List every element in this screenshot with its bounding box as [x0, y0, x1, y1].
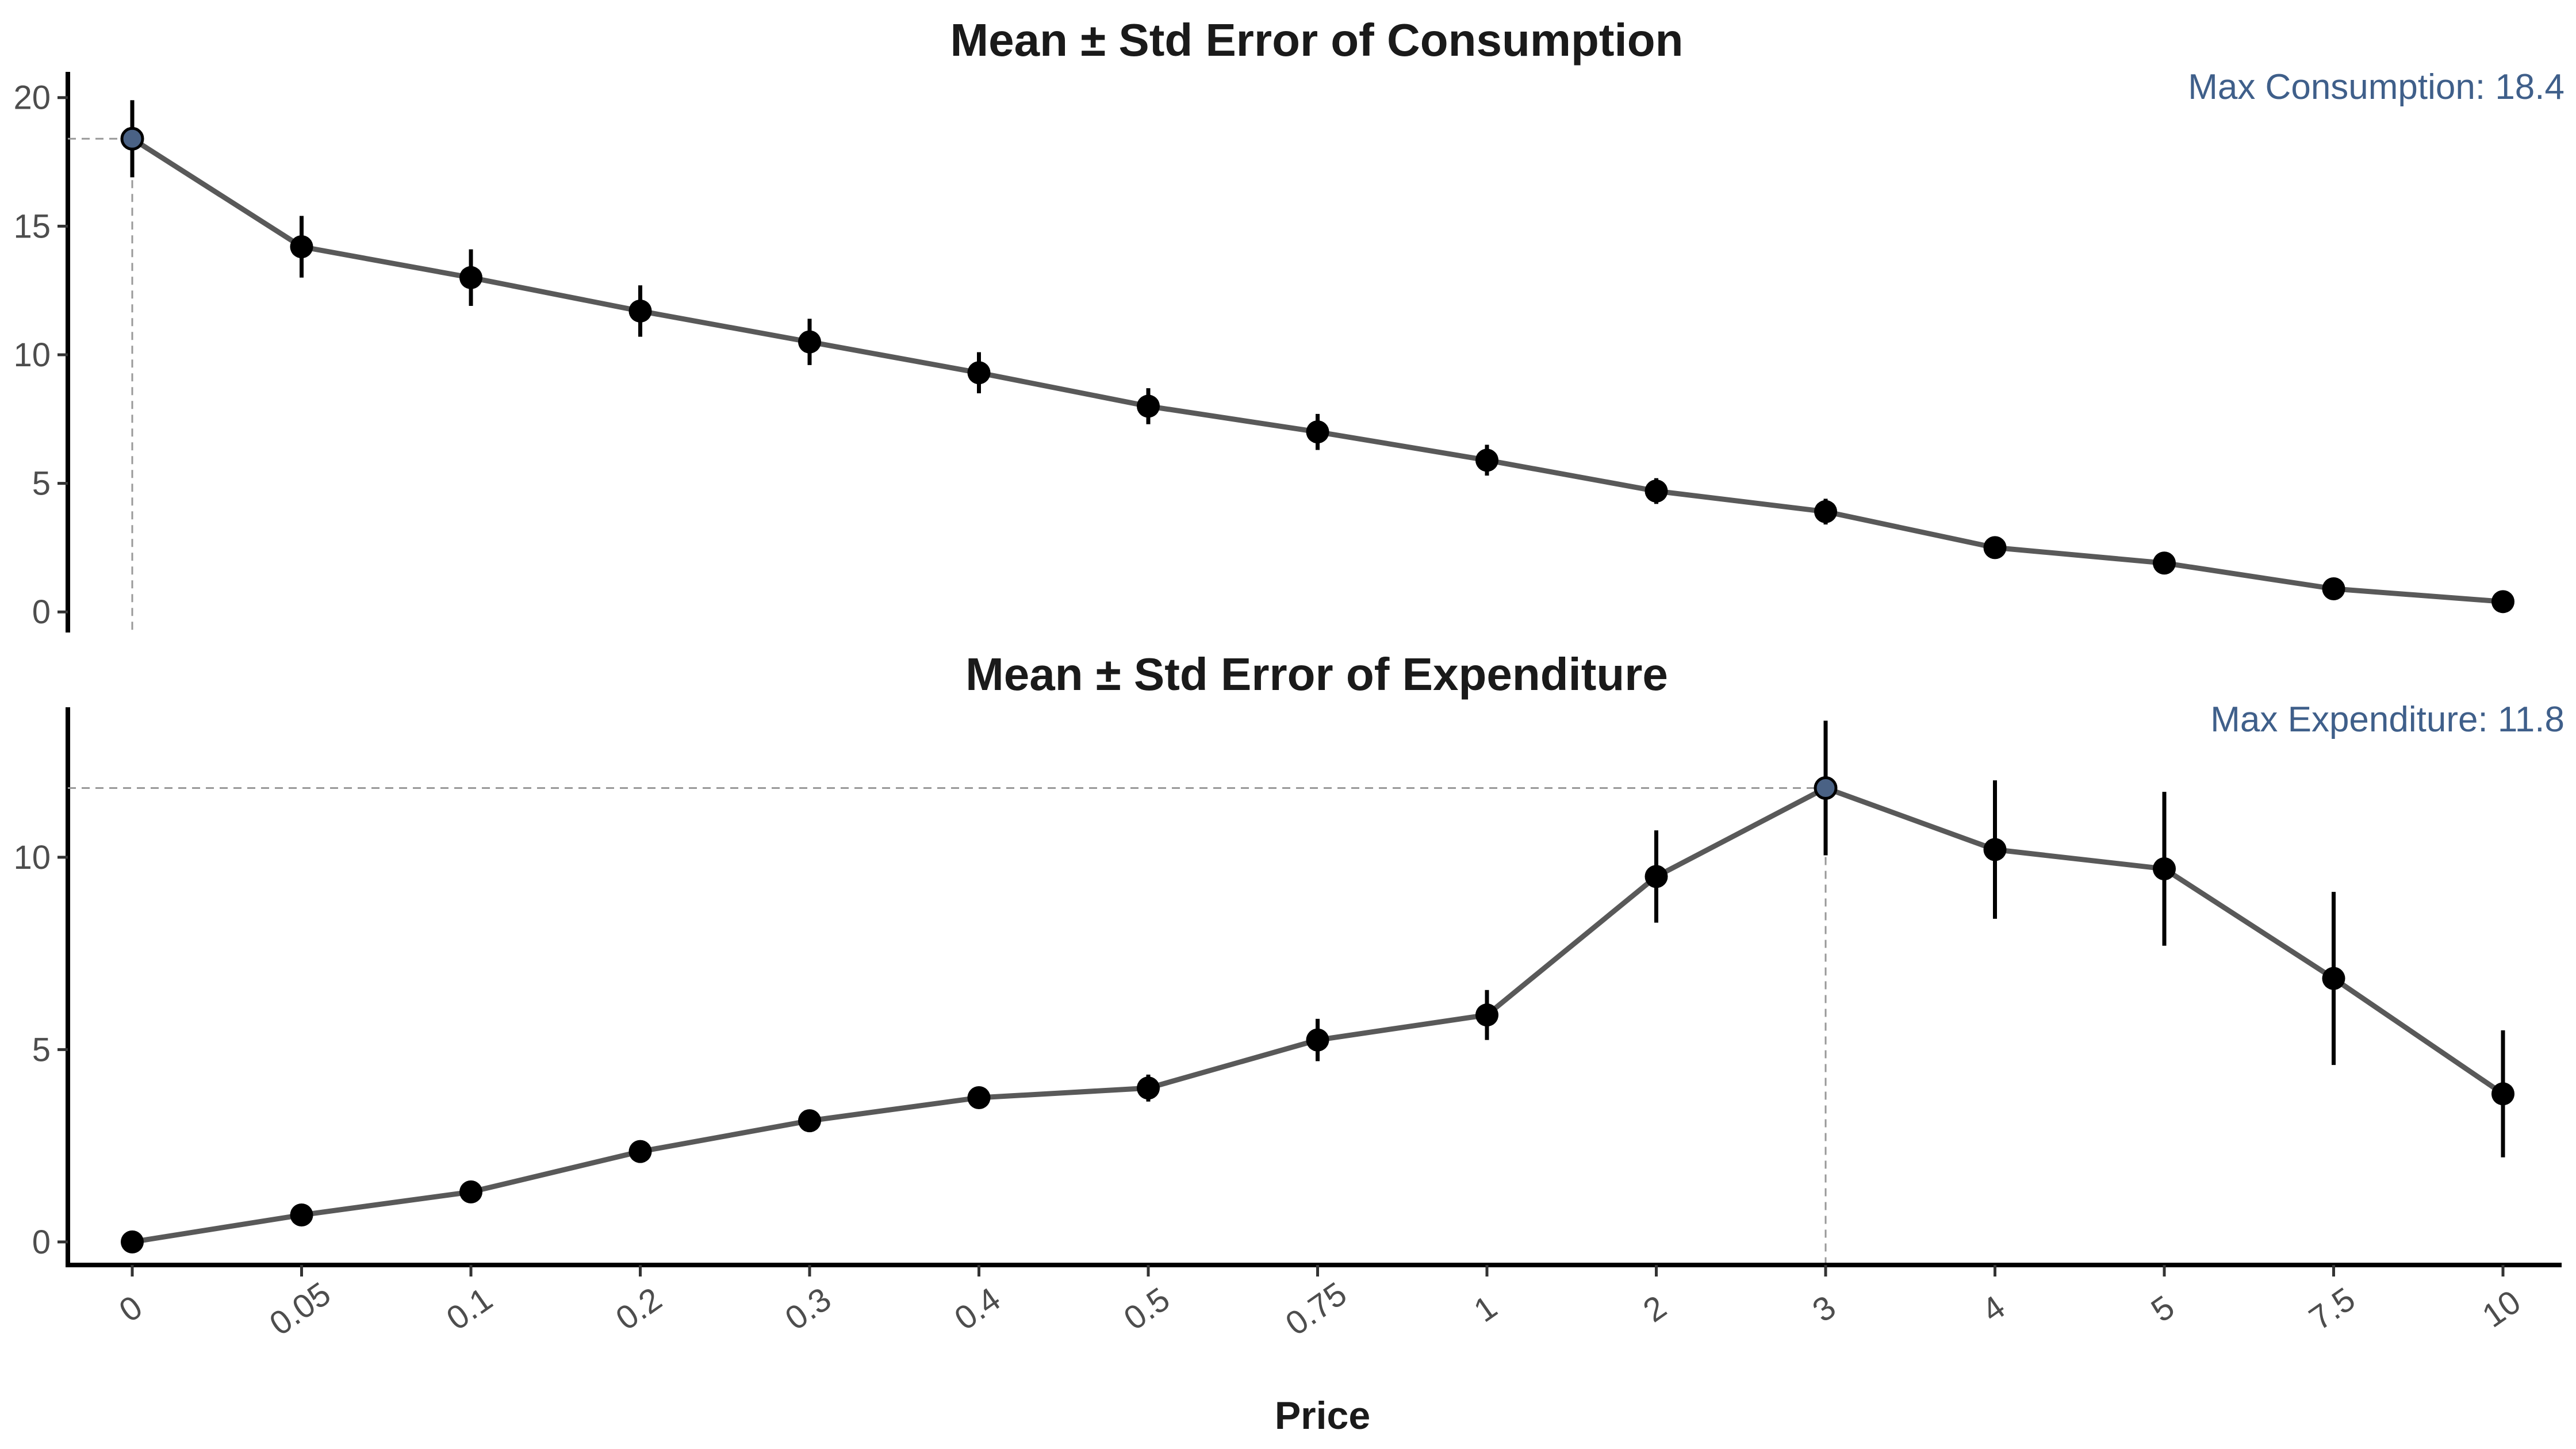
consumption-y-tick-label: 15 — [13, 208, 51, 245]
expenditure-y-tick-label: 0 — [32, 1224, 51, 1261]
consumption-panel-title: Mean ± Std Error of Consumption — [950, 14, 1684, 66]
consumption-y-tick-label: 10 — [13, 336, 51, 374]
consumption-data-point — [967, 361, 991, 385]
expenditure-data-point — [798, 1109, 821, 1133]
expenditure-data-point — [121, 1230, 144, 1254]
expenditure-panel-title: Mean ± Std Error of Expenditure — [965, 649, 1668, 700]
consumption-data-point — [2322, 577, 2345, 600]
expenditure-y-tick-label: 10 — [13, 839, 51, 876]
x-tick-label: 0.05 — [263, 1275, 338, 1343]
expenditure-data-point — [459, 1180, 482, 1203]
consumption-data-point — [628, 299, 652, 323]
expenditure-data-point — [2153, 857, 2176, 880]
x-tick-label: 0.2 — [609, 1281, 668, 1337]
x-axis-title: Price — [1275, 1394, 1370, 1438]
x-tick-label: 10 — [2475, 1283, 2527, 1335]
consumption-data-point — [2491, 590, 2514, 614]
consumption-data-point — [1814, 500, 1837, 523]
x-tick-label: 4 — [1975, 1288, 2012, 1329]
expenditure-data-point — [1306, 1028, 1329, 1052]
consumption-data-point — [1983, 536, 2007, 559]
consumption-data-point — [1644, 480, 1668, 503]
expenditure-data-point — [1644, 865, 1668, 888]
x-tick-label: 0.3 — [779, 1281, 838, 1337]
expenditure-data-point — [1137, 1076, 1160, 1100]
x-tick-label: 5 — [2145, 1288, 2182, 1329]
x-tick-label: 0.1 — [440, 1281, 499, 1337]
consumption-data-point — [459, 266, 482, 289]
consumption-y-tick-label: 20 — [13, 79, 51, 117]
consumption-data-point — [1306, 420, 1329, 444]
consumption-data-point — [1137, 394, 1160, 418]
x-tick-label: 0 — [113, 1288, 150, 1329]
expenditure-max-point — [1814, 776, 1838, 800]
x-tick-label: 7.5 — [2302, 1281, 2362, 1337]
x-tick-label: 1 — [1467, 1288, 1504, 1329]
consumption-series-line — [131, 136, 2504, 604]
expenditure-data-point — [1475, 1003, 1498, 1027]
expenditure-data-point — [2491, 1082, 2514, 1106]
x-tick-label: 0.5 — [1117, 1281, 1176, 1337]
expenditure-data-point — [2322, 967, 2345, 990]
consumption-panel: Mean ± Std Error of Consumption Max Cons… — [13, 14, 2564, 632]
consumption-data-point — [2153, 551, 2176, 575]
x-tick-label: 2 — [1636, 1288, 1673, 1329]
expenditure-series-line — [132, 785, 2505, 1245]
consumption-data-point — [1475, 448, 1498, 472]
consumption-data-point — [798, 330, 821, 354]
consumption-data-point — [290, 235, 313, 259]
expenditure-data-point — [290, 1203, 313, 1227]
max-consumption-annotation: Max Consumption: 18.4 — [2188, 67, 2564, 107]
expenditure-y-tick-label: 5 — [32, 1031, 51, 1068]
max-expenditure-annotation: Max Expenditure: 11.8 — [2210, 700, 2564, 739]
consumption-y-tick-label: 0 — [32, 593, 51, 631]
expenditure-data-point — [628, 1140, 652, 1163]
x-tick-label: 0.75 — [1279, 1275, 1354, 1343]
consumption-max-point — [120, 126, 144, 151]
expenditure-panel: Mean ± Std Error of Expenditure Max Expe… — [13, 649, 2564, 1343]
x-tick-label: 0.4 — [948, 1281, 1007, 1337]
expenditure-data-point — [1983, 838, 2007, 861]
consumption-y-tick-label: 5 — [32, 465, 51, 503]
expenditure-data-point — [967, 1086, 991, 1109]
x-tick-label: 3 — [1806, 1288, 1843, 1329]
